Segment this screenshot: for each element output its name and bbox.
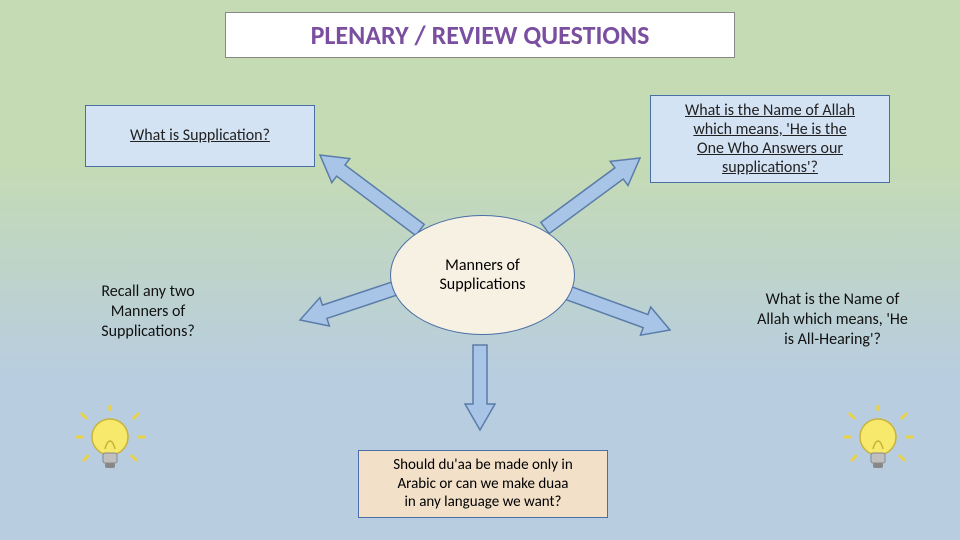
question-box-5: Should du'aa be made only inArabic or ca… <box>358 450 608 518</box>
question-1-text: What is Supplication? <box>130 126 270 145</box>
lightbulb-icon <box>75 405 145 485</box>
question-box-3: Recall any twoManners ofSupplications? <box>72 282 224 342</box>
center-label: Manners ofSupplications <box>439 256 525 294</box>
question-5-text: Should du'aa be made only inArabic or ca… <box>393 456 573 512</box>
question-2-text: What is the Name of Allahwhich means, 'H… <box>685 101 855 178</box>
lightbulb-icon <box>843 405 913 485</box>
question-4-text: What is the Name ofAllah which means, 'H… <box>757 290 908 349</box>
question-box-1: What is Supplication? <box>85 105 315 167</box>
question-box-2: What is the Name of Allahwhich means, 'H… <box>650 95 890 183</box>
page-title: PLENARY / REVIEW QUESTIONS <box>225 12 735 58</box>
title-text: PLENARY / REVIEW QUESTIONS <box>311 19 650 51</box>
question-3-text: Recall any twoManners ofSupplications? <box>101 282 195 341</box>
question-box-4: What is the Name ofAllah which means, 'H… <box>735 290 930 350</box>
center-topic: Manners ofSupplications <box>390 215 575 335</box>
